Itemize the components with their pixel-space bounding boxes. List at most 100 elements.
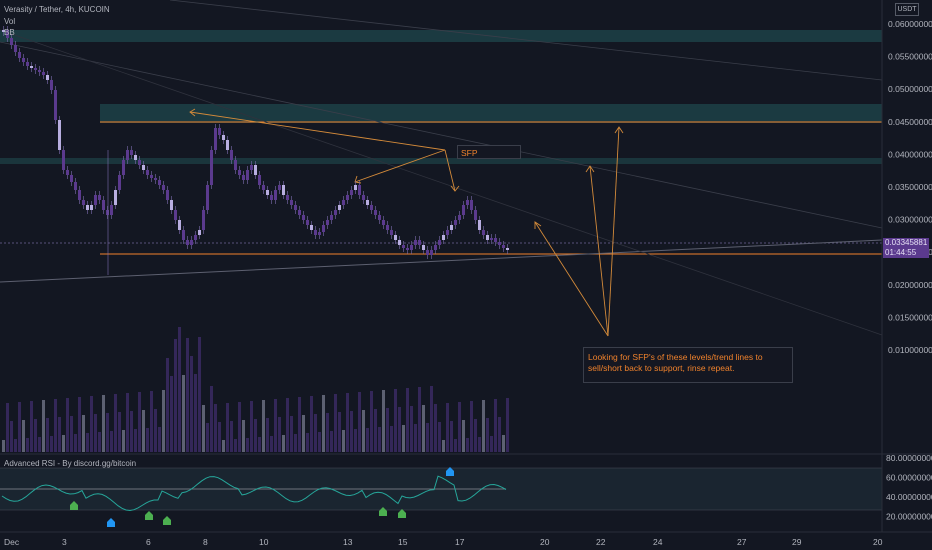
candle-body bbox=[222, 135, 225, 140]
candle-body bbox=[138, 160, 141, 165]
time-axis-label: 15 bbox=[398, 537, 408, 547]
trend-line-up bbox=[0, 239, 883, 283]
volume-bar bbox=[94, 414, 97, 452]
candle-body bbox=[202, 210, 205, 230]
candle-body bbox=[30, 66, 33, 68]
current-price-value: 0.03345881 bbox=[885, 238, 928, 247]
candle-body bbox=[302, 215, 305, 220]
volume-bar bbox=[278, 417, 281, 452]
candle-body bbox=[450, 225, 453, 230]
rsi-signal-marker bbox=[398, 509, 406, 518]
candle-body bbox=[86, 205, 89, 210]
volume-bar bbox=[394, 389, 397, 452]
candle-body bbox=[174, 210, 177, 220]
sfp-label-box[interactable]: SFP bbox=[457, 145, 521, 159]
volume-bar bbox=[302, 415, 305, 452]
candle-body bbox=[430, 250, 433, 255]
volume-bar bbox=[22, 420, 25, 452]
rsi-axis[interactable]: 80.00000000 60.00000000 40.00000000 20.0000… bbox=[886, 453, 932, 522]
volume-bar bbox=[210, 386, 213, 452]
candle-body bbox=[362, 195, 365, 200]
volume-bars bbox=[2, 327, 509, 452]
volume-bar bbox=[190, 356, 193, 452]
candle-body bbox=[122, 160, 125, 175]
annotation-note-box[interactable]: Looking for SFP's of these levels/trend … bbox=[583, 347, 793, 383]
volume-bar bbox=[274, 399, 277, 452]
volume-bar bbox=[422, 405, 425, 452]
price-axis-label: 0.05000000 bbox=[888, 84, 932, 94]
candle-body bbox=[114, 190, 117, 205]
rsi-signal-marker bbox=[446, 467, 454, 476]
price-axis-label: 0.04000000 bbox=[888, 149, 932, 159]
candle-body bbox=[106, 210, 109, 215]
time-axis-label: Dec bbox=[4, 537, 20, 547]
resistance-zone-low bbox=[0, 158, 882, 164]
volume-bar bbox=[370, 391, 373, 452]
volume-bar bbox=[334, 394, 337, 452]
volume-bar bbox=[42, 400, 45, 452]
candle-body bbox=[142, 165, 145, 170]
volume-bar bbox=[258, 437, 261, 452]
time-axis[interactable]: Dec 3 6 8 10 13 15 17 20 22 24 27 29 20 bbox=[4, 537, 883, 547]
time-axis-label: 17 bbox=[455, 537, 465, 547]
candle-body bbox=[402, 245, 405, 248]
volume-bar bbox=[330, 431, 333, 452]
volume-bar bbox=[474, 419, 477, 452]
volume-bar bbox=[226, 403, 229, 452]
currency-button[interactable]: USDT bbox=[895, 3, 919, 16]
price-axis-label: 0.06000000 bbox=[888, 19, 932, 29]
volume-bar bbox=[286, 398, 289, 452]
volume-bar bbox=[78, 397, 81, 452]
candle-body bbox=[6, 30, 9, 38]
volume-bar bbox=[46, 418, 49, 452]
volume-bar bbox=[338, 412, 341, 452]
candle-body bbox=[162, 185, 165, 190]
candle-body bbox=[438, 240, 441, 245]
resistance-zone-mid bbox=[100, 104, 882, 123]
candle-body bbox=[386, 225, 389, 230]
time-axis-label: 20 bbox=[540, 537, 550, 547]
candle-body bbox=[426, 250, 429, 255]
volume-bar bbox=[314, 414, 317, 452]
volume-bar bbox=[438, 422, 441, 452]
candle-body bbox=[194, 235, 197, 240]
volume-bar bbox=[18, 402, 21, 452]
volume-bar bbox=[326, 413, 329, 452]
volume-bar bbox=[74, 434, 77, 452]
candle-body bbox=[298, 210, 301, 215]
rsi-signal-marker bbox=[70, 501, 78, 510]
candle-body bbox=[338, 205, 341, 210]
volume-bar bbox=[182, 375, 185, 452]
candlesticks bbox=[2, 26, 509, 275]
time-axis-label: 20 bbox=[873, 537, 883, 547]
candle-body bbox=[118, 175, 121, 190]
bb-indicator-label[interactable]: BB bbox=[4, 28, 15, 37]
candle-body bbox=[254, 165, 257, 175]
candle-body bbox=[62, 150, 65, 170]
rsi-signal-marker bbox=[107, 518, 115, 527]
volume-bar bbox=[270, 436, 273, 452]
vol-indicator-label[interactable]: Vol bbox=[4, 17, 16, 26]
countdown-timer: 01:44:55 bbox=[885, 248, 917, 257]
time-axis-label: 3 bbox=[62, 537, 67, 547]
price-axis-label: 0.02000000 bbox=[888, 280, 932, 290]
candle-body bbox=[486, 235, 489, 240]
candle-body bbox=[50, 80, 53, 90]
candle-body bbox=[474, 210, 477, 220]
volume-bar bbox=[122, 430, 125, 452]
candle-body bbox=[290, 200, 293, 205]
candle-body bbox=[58, 120, 61, 150]
volume-bar bbox=[502, 435, 505, 452]
time-axis-label: 8 bbox=[203, 537, 208, 547]
candle-body bbox=[350, 190, 353, 195]
candle-body bbox=[342, 200, 345, 205]
candle-body bbox=[226, 140, 229, 150]
volume-bar bbox=[426, 423, 429, 452]
rsi-panel-title[interactable]: Advanced RSI - By discord.gg/bitcoin bbox=[4, 459, 137, 468]
volume-bar bbox=[14, 439, 17, 452]
time-axis-label: 6 bbox=[146, 537, 151, 547]
price-axis[interactable]: 0.06000000 0.05500000 0.05000000 0.04500000… bbox=[888, 19, 932, 355]
volume-bar bbox=[194, 374, 197, 452]
